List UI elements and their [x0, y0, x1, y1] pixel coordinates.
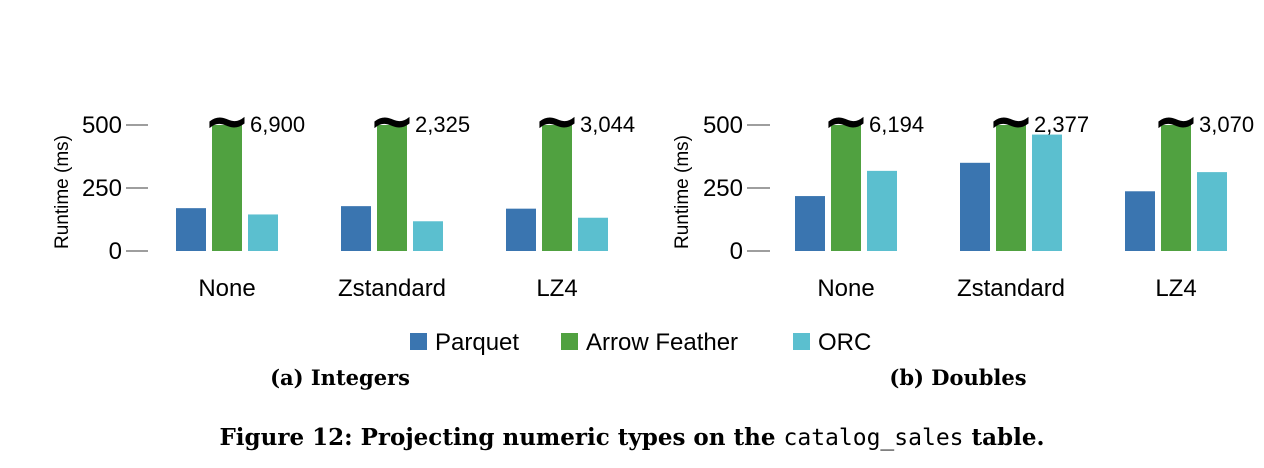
x-tick-label-none: None [198, 275, 255, 302]
bar-parquet-none [176, 208, 206, 251]
legend-label-parquet: Parquet [435, 329, 519, 356]
x-tick-label-lz4: LZ4 [1155, 275, 1196, 302]
bar-arrow-feather-none [212, 125, 242, 251]
legend-label-arrow-feather: Arrow Feather [586, 329, 738, 356]
bar-orc-lz4 [578, 217, 608, 251]
caption-code: catalog_sales [784, 425, 964, 451]
legend-label-orc: ORC [818, 329, 871, 356]
bar-arrow-feather-none [831, 125, 861, 251]
chart-integers: Runtime (ms) 0 250 500 None ~ 6,900 Zstandard ~ 2… [52, 89, 635, 302]
bar-orc-none [248, 214, 278, 251]
x-tick-label-lz4: LZ4 [536, 275, 577, 302]
bar-parquet-none [795, 196, 825, 251]
axis-break-lz4: ~ [1153, 89, 1200, 154]
value-label-zstandard: 2,325 [415, 112, 470, 137]
legend-swatch-arrow-feather [561, 333, 578, 350]
value-label-lz4: 3,070 [1199, 112, 1254, 137]
axis-break-none: ~ [204, 89, 251, 154]
bar-orc-none [867, 170, 897, 251]
value-label-none: 6,194 [869, 112, 924, 137]
axis-break-none: ~ [823, 89, 870, 154]
bar-arrow-feather-zstandard [377, 125, 407, 251]
chart-doubles: Runtime (ms) 0 250 500 None ~ 6,194 Zstandard ~ 2… [672, 89, 1254, 302]
y-tick-label-500: 500 [82, 112, 122, 139]
bar-arrow-feather-lz4 [1161, 125, 1191, 251]
bar-orc-zstandard [1032, 134, 1062, 251]
x-tick-label-zstandard: Zstandard [957, 275, 1065, 302]
figure-caption: Figure 12: Projecting numeric types on t… [219, 424, 1044, 451]
legend: Parquet Arrow Feather ORC [410, 329, 871, 356]
value-label-none: 6,900 [250, 112, 305, 137]
caption-prefix: Figure 12: Projecting numeric types on t… [219, 424, 775, 451]
x-tick-label-none: None [817, 275, 874, 302]
y-tick-label-500: 500 [703, 112, 743, 139]
bar-arrow-feather-zstandard [996, 125, 1026, 251]
legend-swatch-orc [793, 333, 810, 350]
bar-parquet-lz4 [506, 208, 536, 251]
axis-break-zstandard: ~ [988, 89, 1035, 154]
bar-orc-lz4 [1197, 172, 1227, 251]
y-tick-label-0: 0 [730, 238, 743, 265]
legend-swatch-parquet [410, 333, 427, 350]
bar-arrow-feather-lz4 [542, 125, 572, 251]
value-label-lz4: 3,044 [580, 112, 635, 137]
axis-break-zstandard: ~ [369, 89, 416, 154]
x-tick-label-zstandard: Zstandard [338, 275, 446, 302]
y-tick-label-250: 250 [703, 175, 743, 202]
y-axis-label: Runtime (ms) [52, 135, 73, 249]
subtitle-doubles: (b) Doubles [889, 365, 1026, 390]
bar-parquet-zstandard [341, 206, 371, 251]
bar-parquet-zstandard [960, 162, 990, 251]
value-label-zstandard: 2,377 [1034, 112, 1089, 137]
bar-parquet-lz4 [1125, 191, 1155, 251]
subtitle-integers: (a) Integers [270, 365, 410, 390]
caption-suffix: table. [972, 424, 1045, 451]
y-axis-label: Runtime (ms) [672, 135, 693, 249]
y-tick-label-250: 250 [82, 175, 122, 202]
axis-break-lz4: ~ [534, 89, 581, 154]
y-tick-label-0: 0 [109, 238, 122, 265]
bar-orc-zstandard [413, 221, 443, 251]
